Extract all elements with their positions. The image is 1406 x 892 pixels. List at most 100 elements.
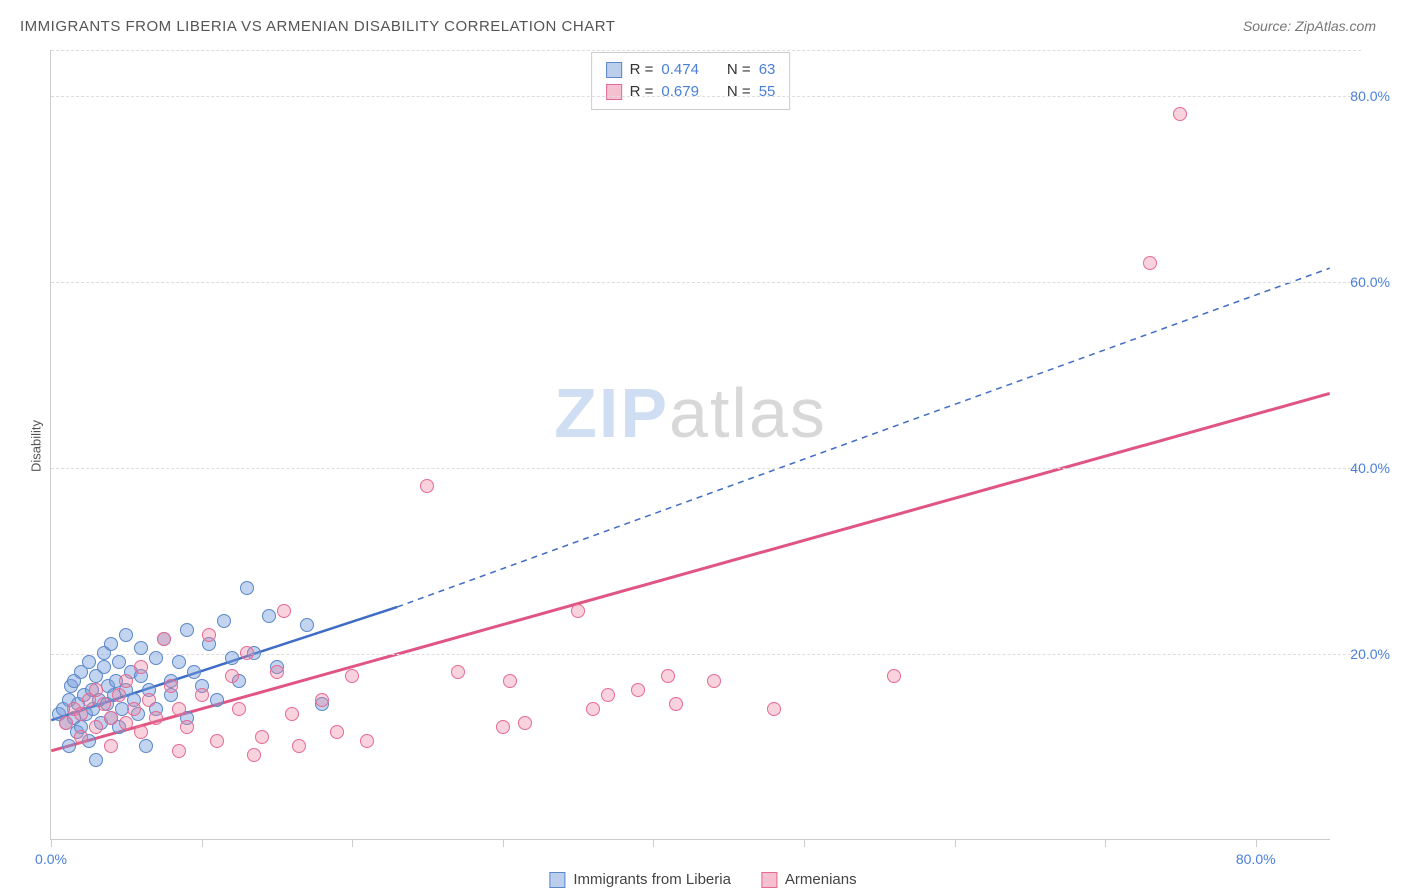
point-armenian (345, 669, 359, 683)
x-tick (51, 839, 52, 847)
y-axis-label: Disability (29, 420, 44, 472)
point-armenian (586, 702, 600, 716)
point-liberia (240, 581, 254, 595)
point-liberia (89, 753, 103, 767)
legend-item-armenians: Armenians (761, 871, 857, 888)
point-armenian (180, 720, 194, 734)
point-armenian (172, 702, 186, 716)
point-liberia (180, 623, 194, 637)
point-armenian (74, 707, 88, 721)
x-tick-label: 0.0% (35, 851, 67, 867)
point-armenian (59, 716, 73, 730)
point-armenian (149, 711, 163, 725)
point-armenian (767, 702, 781, 716)
point-armenian (255, 730, 269, 744)
y-tick-label: 80.0% (1335, 88, 1390, 104)
legend-item-liberia: Immigrants from Liberia (549, 871, 731, 888)
point-armenian (164, 679, 178, 693)
point-armenian (451, 665, 465, 679)
r-label: R = (630, 59, 654, 81)
point-armenian (240, 646, 254, 660)
r-value-liberia: 0.474 (661, 59, 699, 81)
y-tick-label: 20.0% (1335, 646, 1390, 662)
point-armenian (330, 725, 344, 739)
series-legend: Immigrants from Liberia Armenians (549, 871, 856, 888)
point-armenian (1143, 256, 1157, 270)
gridline-h (51, 468, 1361, 469)
x-tick (1256, 839, 1257, 847)
point-armenian (360, 734, 374, 748)
x-tick (503, 839, 504, 847)
swatch-blue-icon (549, 872, 565, 888)
gridline-h (51, 96, 1361, 97)
point-liberia (119, 628, 133, 642)
n-value-armenians: 55 (759, 81, 776, 103)
point-liberia (82, 655, 96, 669)
y-tick-label: 40.0% (1335, 460, 1390, 476)
correlation-legend: R = 0.474 N = 63 R = 0.679 N = 55 (591, 52, 791, 110)
point-armenian (134, 660, 148, 674)
point-armenian (89, 683, 103, 697)
point-armenian (202, 628, 216, 642)
x-tick (202, 839, 203, 847)
swatch-pink-icon (606, 84, 622, 100)
point-armenian (661, 669, 675, 683)
point-armenian (707, 674, 721, 688)
point-liberia (210, 693, 224, 707)
point-armenian (631, 683, 645, 697)
x-tick (653, 839, 654, 847)
point-armenian (127, 702, 141, 716)
point-armenian (292, 739, 306, 753)
point-armenian (134, 725, 148, 739)
point-armenian (503, 674, 517, 688)
point-liberia (112, 655, 126, 669)
scatter-plot-area: ZIPatlas R = 0.474 N = 63 R = 0.679 N = … (50, 50, 1330, 840)
point-armenian (104, 739, 118, 753)
point-armenian (247, 748, 261, 762)
n-value-liberia: 63 (759, 59, 776, 81)
point-armenian (887, 669, 901, 683)
point-armenian (315, 693, 329, 707)
gridline-h (51, 50, 1361, 51)
trend-lines-layer (51, 50, 1330, 839)
legend-row-liberia: R = 0.474 N = 63 (606, 59, 776, 81)
point-armenian (119, 716, 133, 730)
point-liberia (149, 651, 163, 665)
trend-line (397, 268, 1329, 607)
x-tick (352, 839, 353, 847)
point-armenian (172, 744, 186, 758)
point-armenian (420, 479, 434, 493)
point-liberia (104, 637, 118, 651)
point-armenian (1173, 107, 1187, 121)
legend-row-armenians: R = 0.679 N = 55 (606, 81, 776, 103)
point-armenian (195, 688, 209, 702)
point-armenian (285, 707, 299, 721)
gridline-h (51, 282, 1361, 283)
source-label: Source: ZipAtlas.com (1243, 18, 1376, 34)
point-liberia (262, 609, 276, 623)
x-tick-label: 80.0% (1236, 851, 1276, 867)
point-armenian (232, 702, 246, 716)
point-armenian (669, 697, 683, 711)
point-armenian (97, 697, 111, 711)
swatch-pink-icon (761, 872, 777, 888)
x-tick (1105, 839, 1106, 847)
point-liberia (187, 665, 201, 679)
point-armenian (142, 693, 156, 707)
point-liberia (225, 651, 239, 665)
chart-title: IMMIGRANTS FROM LIBERIA VS ARMENIAN DISA… (20, 18, 615, 35)
x-tick (804, 839, 805, 847)
point-liberia (97, 660, 111, 674)
point-liberia (134, 641, 148, 655)
point-armenian (210, 734, 224, 748)
point-liberia (139, 739, 153, 753)
point-armenian (496, 720, 510, 734)
point-armenian (601, 688, 615, 702)
x-tick (955, 839, 956, 847)
point-liberia (172, 655, 186, 669)
point-armenian (225, 669, 239, 683)
trend-line (51, 393, 1329, 750)
point-armenian (112, 688, 126, 702)
legend-label-armenians: Armenians (785, 871, 857, 888)
legend-label-liberia: Immigrants from Liberia (573, 871, 731, 888)
